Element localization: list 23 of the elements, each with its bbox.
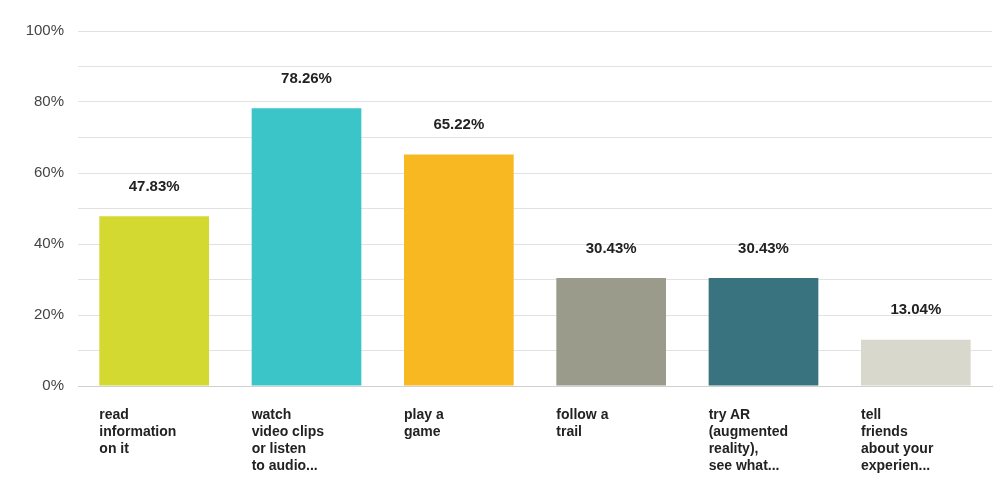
y-tick-label: 60% <box>33 163 64 181</box>
x-tick-label: read information on it <box>99 405 177 456</box>
y-tick-label: 40% <box>33 234 64 252</box>
bar <box>708 277 819 386</box>
x-tick-label: watch video clips or listen to audio... <box>250 405 325 473</box>
x-tick-label: try AR (augmented reality), see what... <box>708 405 788 473</box>
data-label: 30.43% <box>738 238 789 256</box>
data-label: 47.83% <box>128 176 180 194</box>
x-tick-label: play a game <box>403 405 444 439</box>
y-tick-label: 0% <box>42 376 64 394</box>
x-tick-label: tell friends about your experien... <box>860 405 934 473</box>
data-label: 65.22% <box>433 115 485 133</box>
bar <box>99 216 210 386</box>
data-label: 78.26% <box>281 68 332 86</box>
y-tick-label: 20% <box>33 305 64 323</box>
x-tick-label: follow a trail <box>556 405 609 439</box>
bar <box>556 277 667 386</box>
y-tick-label: 80% <box>33 92 64 110</box>
y-tick-label: 100% <box>25 21 64 39</box>
data-label: 30.43% <box>585 238 637 256</box>
data-label: 13.04% <box>890 300 942 318</box>
bar <box>251 108 362 386</box>
bar <box>403 154 514 386</box>
